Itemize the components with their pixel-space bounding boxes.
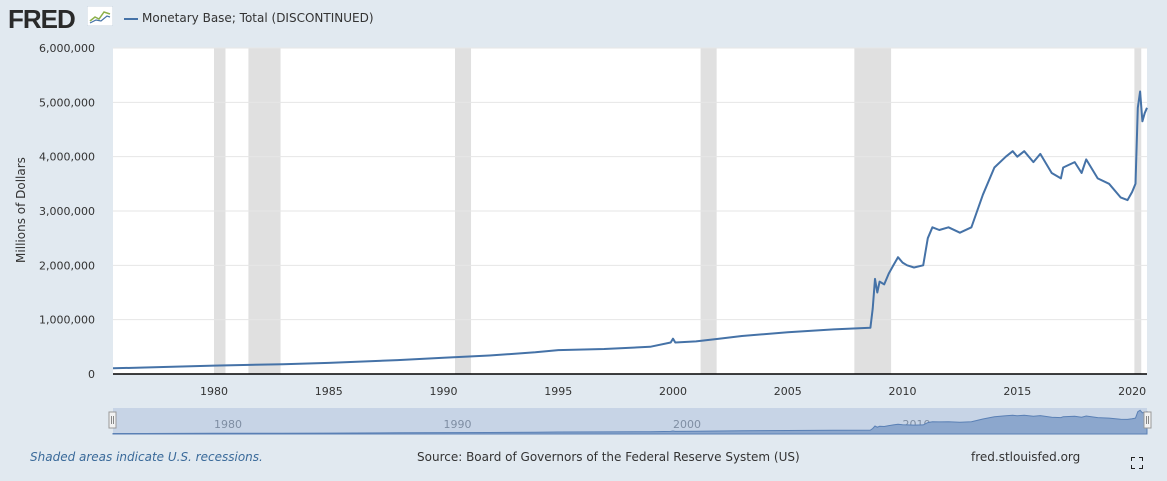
navigator-tick-label: 1990 <box>444 418 472 431</box>
fred-logo[interactable]: FRED <box>8 4 76 34</box>
y-tick-label: 5,000,000 <box>39 96 95 109</box>
chart-header: FRED Monetary Base; Total (DISCONTINUED) <box>0 0 1167 40</box>
y-tick-label: 0 <box>88 368 95 381</box>
x-tick-label: 1985 <box>315 385 343 398</box>
navigator-handle-icon <box>1143 411 1152 429</box>
fred-graph-icon <box>87 6 113 26</box>
source-text: Source: Board of Governors of the Federa… <box>417 450 800 464</box>
series-line <box>112 90 1148 370</box>
recession-note: Shaded areas indicate U.S. recessions. <box>30 450 263 464</box>
fullscreen-icon[interactable] <box>1131 457 1143 469</box>
navigator-series-area <box>112 409 1148 435</box>
y-tick-label: 4,000,000 <box>39 151 95 164</box>
navigator-tick-label: 2000 <box>673 418 701 431</box>
x-tick-label: 1995 <box>544 385 572 398</box>
gridlines <box>113 47 1147 321</box>
x-tick-label: 2005 <box>774 385 802 398</box>
x-tick-label: 1980 <box>200 385 228 398</box>
y-axis-tick-labels: 0 1,000,000 2,000,000 3,000,000 4,000,000 5,0… <box>39 42 95 381</box>
y-axis-title: Millions of Dollars <box>14 157 28 263</box>
navigator-tick-label: 1980 <box>214 418 242 431</box>
legend-series-label: Monetary Base; Total (DISCONTINUED) <box>142 11 374 25</box>
x-tick-label: 2000 <box>659 385 687 398</box>
y-tick-label: 6,000,000 <box>39 42 95 55</box>
fred-site-link[interactable]: fred.stlouisfed.org <box>971 450 1081 464</box>
x-tick-label: 2010 <box>889 385 917 398</box>
x-tick-label: 1990 <box>430 385 458 398</box>
monetary-base-chart[interactable]: 0 1,000,000 2,000,000 3,000,000 4,000,000 5,0… <box>0 0 1167 445</box>
y-tick-label: 3,000,000 <box>39 205 95 218</box>
x-tick-label: 2020 <box>1118 385 1146 398</box>
x-tick-label: 2015 <box>1003 385 1031 398</box>
series-layer <box>112 90 1148 370</box>
y-tick-label: 2,000,000 <box>39 259 95 272</box>
x-axis-tick-labels: 1980 1985 1990 1995 2000 2005 2010 2015 2020 <box>200 385 1146 398</box>
legend-swatch <box>124 18 138 20</box>
navigator-handle-icon <box>108 411 117 429</box>
y-tick-label: 1,000,000 <box>39 314 95 327</box>
range-navigator[interactable]: 1980 1990 2000 2010 <box>108 408 1152 435</box>
